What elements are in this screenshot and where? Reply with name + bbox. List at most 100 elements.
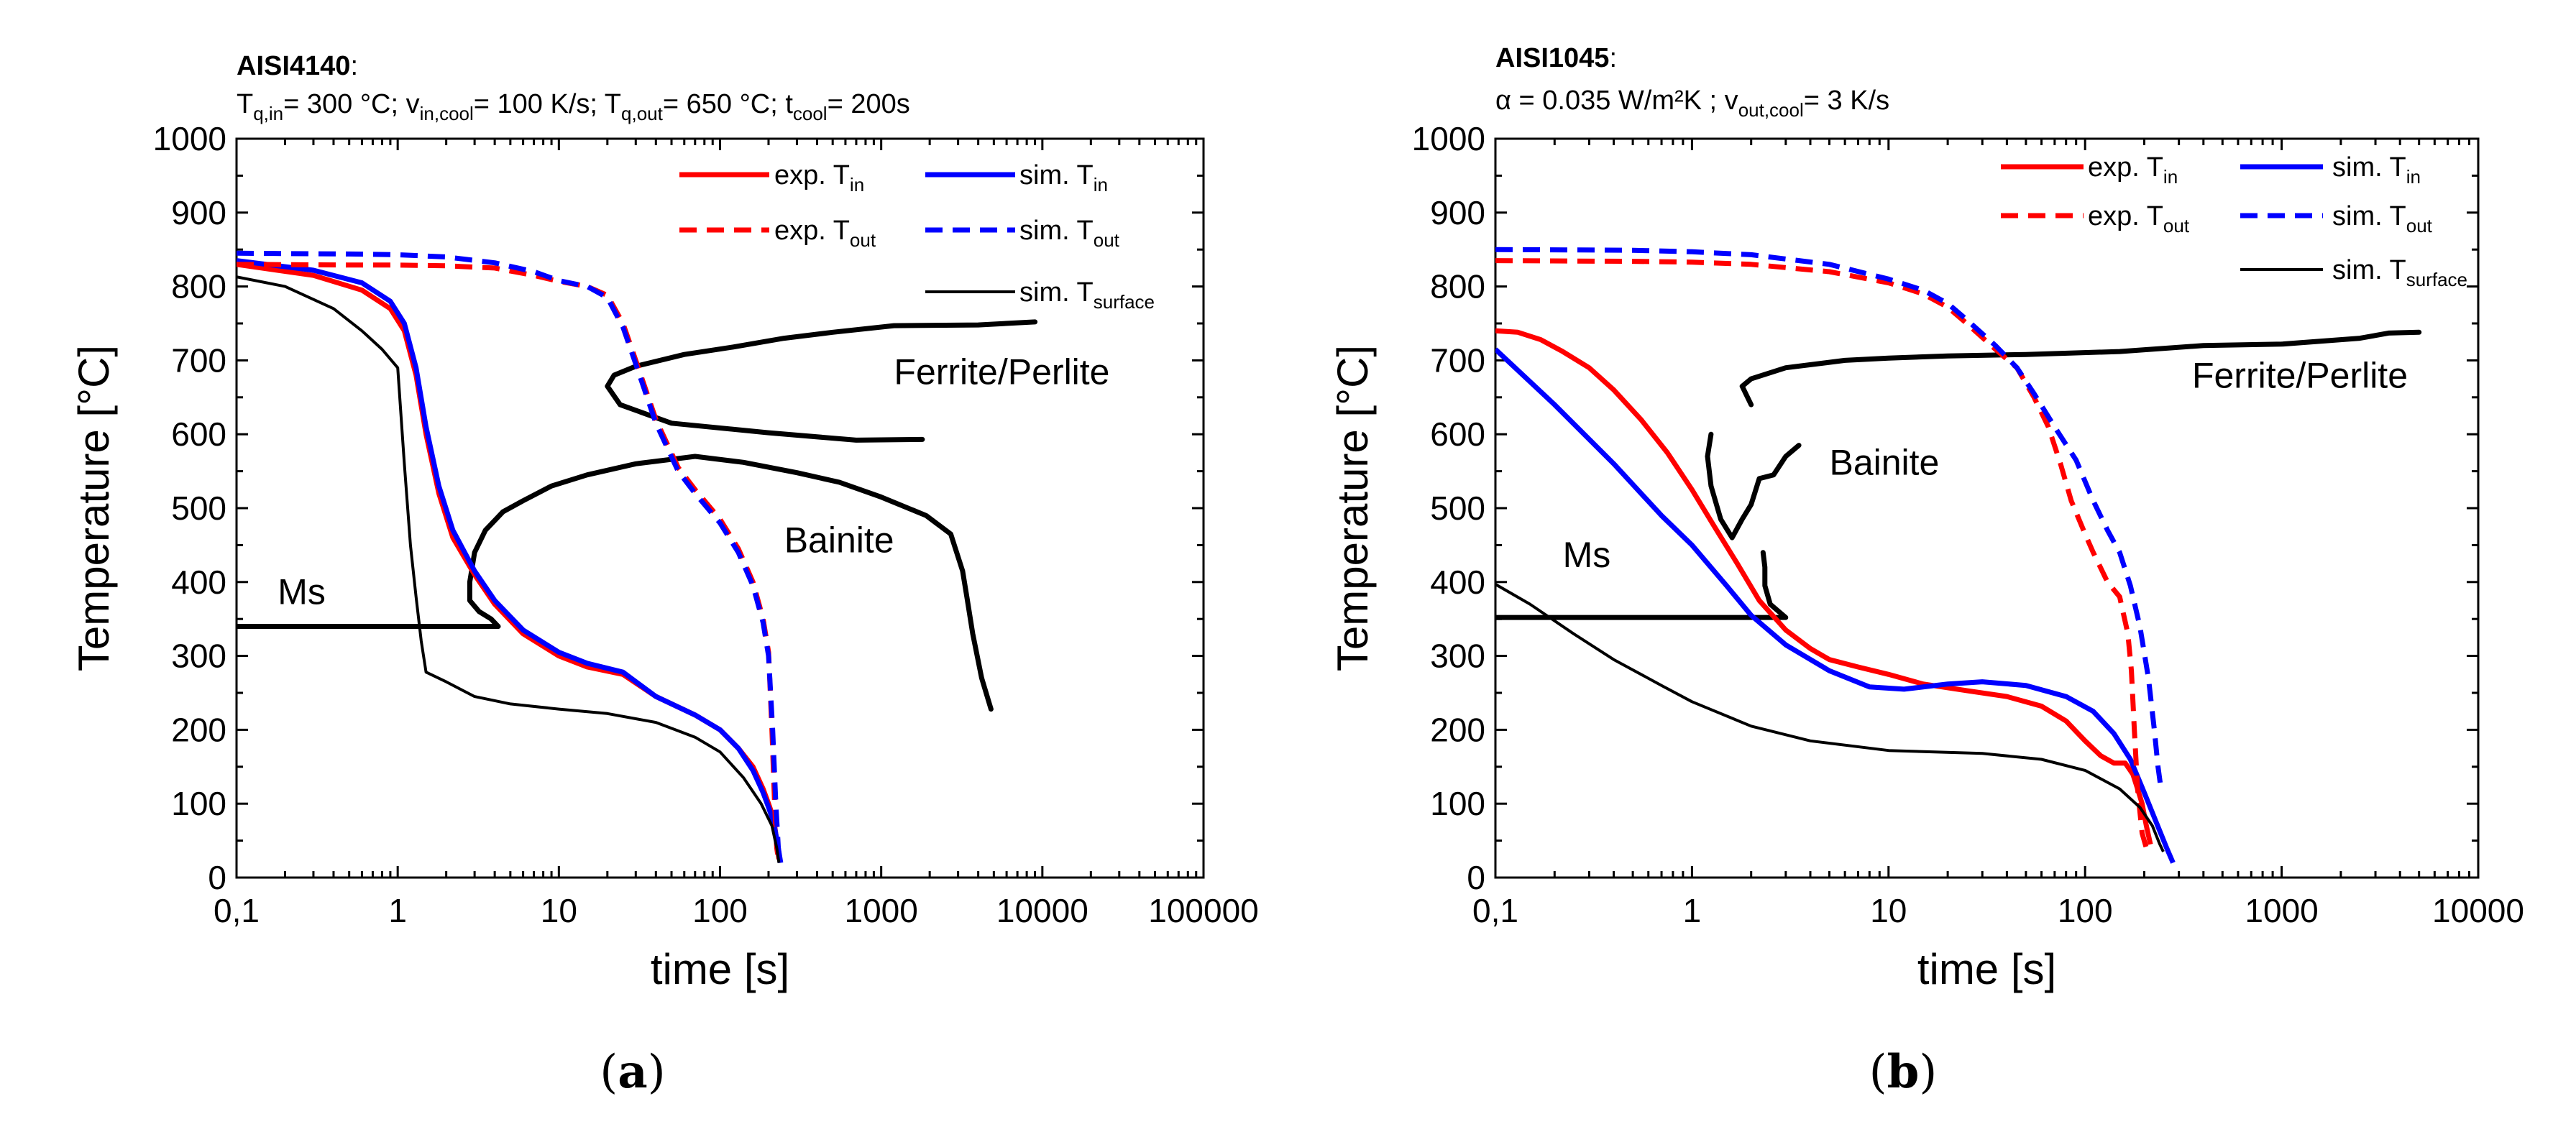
legend-label: exp. Tin — [2088, 152, 2178, 188]
y-tick-label: 500 — [171, 489, 226, 527]
series-sim-tsurface — [237, 275, 781, 863]
condition-subscript: out,cool — [1738, 99, 1804, 121]
region-label: Bainite — [1829, 443, 1939, 483]
y-tick-label: 800 — [171, 268, 226, 305]
legend-label: sim. Tin — [2332, 152, 2421, 188]
legend-label-subscript: in — [850, 174, 864, 195]
x-axis-title: time [s] — [651, 945, 789, 993]
boundary-ms — [1495, 550, 1789, 620]
panel-b: AISI1045: α = 0.035 W/m²K ; vout,cool= 3 … — [1329, 43, 2524, 1099]
legend-label: sim. Tout — [2332, 201, 2433, 236]
y-tick-label: 900 — [1430, 194, 1485, 231]
y-tick-label: 600 — [171, 415, 226, 453]
plot-area — [237, 250, 1038, 863]
y-tick-label: 400 — [171, 563, 226, 601]
region-label: Ferrite/Perlite — [894, 351, 1109, 392]
x-tick-label: 0,1 — [1472, 892, 1518, 929]
x-axis-title: time [s] — [1917, 945, 2056, 993]
x-tick-label: 10000 — [2432, 892, 2524, 929]
series-exp-tout — [1495, 258, 2149, 849]
caption-letter: a — [618, 1045, 647, 1099]
y-tick-label: 700 — [171, 341, 226, 379]
legend-label-subscript: out — [850, 229, 876, 251]
region-label: Ferrite/Perlite — [2192, 355, 2408, 395]
legend-label-subscript: in — [1094, 174, 1108, 195]
boundary-ferrite-perlite — [1739, 329, 2422, 408]
x-tick-label: 100000 — [1148, 892, 1259, 929]
series-sim-tout — [1495, 247, 2163, 786]
condition-subscript: q,out — [621, 103, 664, 124]
y-tick-label: 200 — [1430, 711, 1485, 748]
caption-paren-close: ) — [648, 1046, 666, 1099]
boundary-bainite — [467, 454, 994, 712]
caption-paren-open: ( — [600, 1046, 618, 1099]
legend-label-subscript: out — [2163, 215, 2190, 236]
y-tick-label: 800 — [1430, 268, 1485, 305]
x-tick-label: 1 — [1683, 892, 1702, 929]
plot-area — [1495, 247, 2422, 864]
condition-subscript: in,cool — [420, 103, 474, 124]
y-tick-label: 1000 — [153, 120, 226, 157]
condition-text: = 650 °C; t — [663, 89, 793, 119]
y-axis-title: Temperature [°C] — [1329, 345, 1377, 671]
condition-text: = 3 K/s — [1804, 86, 1889, 116]
steel-grade-label: AISI4140: — [237, 51, 358, 81]
legend-label: exp. Tout — [774, 216, 876, 251]
y-tick-label: 100 — [171, 785, 226, 822]
y-tick-label: 100 — [1430, 785, 1485, 822]
legend-label-subscript: in — [2163, 166, 2178, 188]
x-tick-label: 1000 — [2245, 892, 2318, 929]
legend-label-name: sim. T — [2332, 255, 2406, 285]
series-sim-tin — [237, 258, 784, 863]
y-axis-title: Temperature [°C] — [70, 345, 118, 671]
y-tick-label: 300 — [171, 638, 226, 675]
legend-label-name: sim. T — [2332, 152, 2406, 183]
condition-subscript: cool — [793, 103, 828, 124]
condition-text: α = 0.035 W/m²K ; v — [1495, 86, 1738, 116]
legend-label-subscript: surface — [1094, 291, 1155, 313]
condition-text: = 300 °C; v — [283, 89, 419, 119]
legend-label-name: exp. T — [2088, 152, 2163, 183]
legend-label: sim. Tsurface — [1019, 277, 1155, 313]
y-tick-label: 900 — [171, 194, 226, 231]
legend-label-name: sim. T — [1019, 216, 1094, 246]
legend-label: exp. Tin — [774, 160, 864, 195]
x-tick-label: 10000 — [996, 892, 1088, 929]
y-tick-label: 0 — [1467, 859, 1485, 896]
region-label: Ms — [278, 572, 326, 612]
condition-text: T — [237, 89, 253, 119]
legend-label-subscript: out — [2406, 215, 2433, 236]
legend-label-name: sim. T — [1019, 277, 1094, 308]
x-tick-label: 100 — [2058, 892, 2113, 929]
legend-label: sim. Tin — [1019, 160, 1108, 195]
panel-caption: (b) — [1869, 1045, 1938, 1099]
caption-paren-close: ) — [1919, 1046, 1937, 1099]
legend-label-subscript: in — [2406, 166, 2421, 188]
series-sim-tsurface — [1495, 583, 2165, 852]
y-tick-label: 600 — [1430, 415, 1485, 453]
series-sim-tout — [237, 250, 783, 863]
steel-grade-colon: : — [1609, 43, 1617, 73]
condition-subscript: q,in — [253, 103, 283, 124]
condition-text: = 100 K/s; T — [474, 89, 621, 119]
boundary-bainite — [1705, 431, 1802, 540]
caption-letter: b — [1887, 1045, 1920, 1099]
y-tick-label: 500 — [1430, 489, 1485, 527]
panel-a: AISI4140: Tq,in= 300 °C; vin,cool= 100 K/… — [70, 51, 1259, 1099]
legend-label: sim. Tsurface — [2332, 255, 2467, 290]
legend-label-name: sim. T — [1019, 160, 1094, 190]
legend-label: exp. Tout — [2088, 201, 2190, 236]
legend-label-name: exp. T — [2088, 201, 2163, 231]
legend-label: sim. Tout — [1019, 216, 1120, 251]
x-tick-label: 10 — [541, 892, 577, 929]
steel-grade-colon: : — [350, 51, 358, 81]
y-tick-label: 0 — [208, 859, 226, 896]
process-conditions-label: α = 0.035 W/m²K ; vout,cool= 3 K/s — [1495, 86, 1889, 121]
x-tick-label: 1 — [388, 892, 407, 929]
x-tick-label: 10 — [1870, 892, 1907, 929]
y-tick-label: 700 — [1430, 341, 1485, 379]
region-label: Ms — [1563, 535, 1611, 575]
region-label: Bainite — [784, 520, 894, 561]
